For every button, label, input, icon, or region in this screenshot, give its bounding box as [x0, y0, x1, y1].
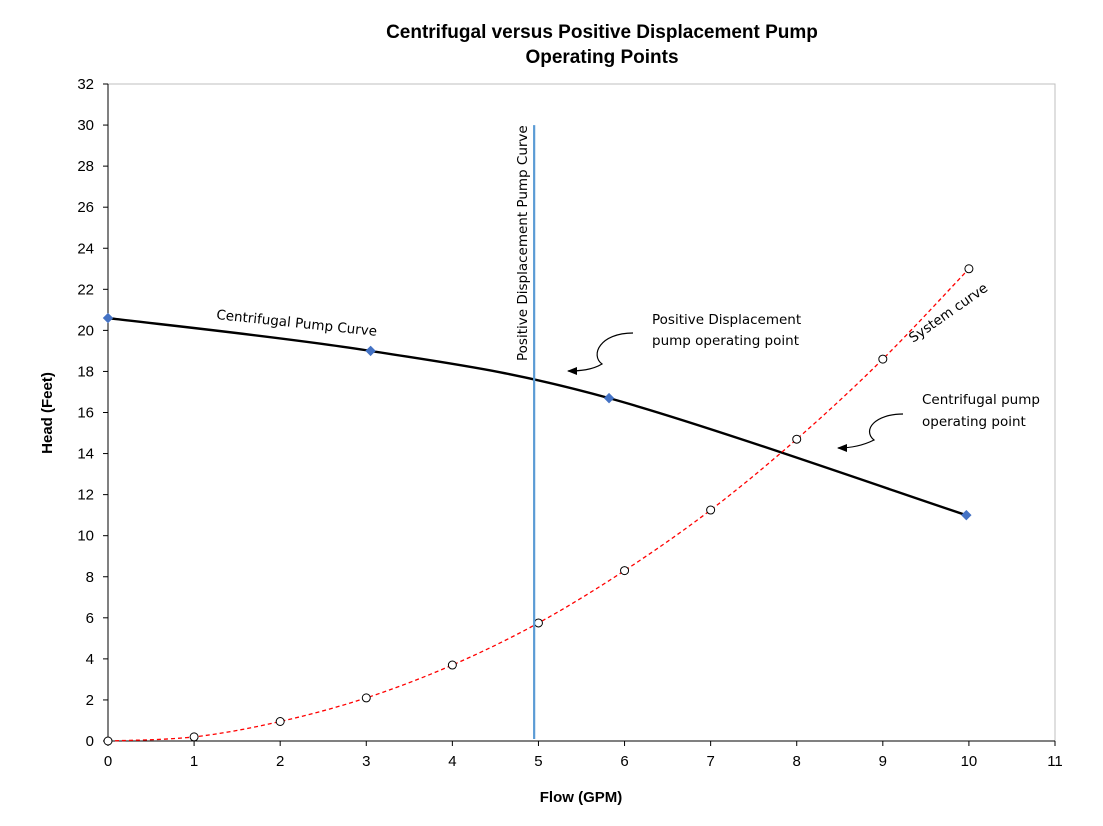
- chart-subtitle: Operating Points: [525, 47, 678, 68]
- centrifugal-data-point: [102, 312, 114, 324]
- y-tick-label: 22: [77, 281, 94, 298]
- cf-operating-point-label-line1: Centrifugal pump: [922, 392, 1040, 408]
- y-tick-label: 24: [77, 240, 94, 257]
- y-tick-label: 26: [77, 199, 94, 216]
- plot-area: [107, 83, 1056, 742]
- pd-curve-label: Positive Displacement Pump Curve: [515, 125, 531, 361]
- y-tick-label: 30: [77, 117, 94, 134]
- y-tick-label: 28: [77, 158, 94, 175]
- x-tick-label: 6: [620, 753, 628, 770]
- system-curve-data-point: [275, 716, 285, 726]
- y-tick-label: 12: [77, 487, 94, 504]
- y-tick-label: 14: [77, 446, 94, 463]
- system-curve-data-point: [189, 732, 199, 742]
- centrifugal-pump-curve-line: [107, 316, 967, 517]
- pd-operating-point-label-line2: pump operating point: [652, 333, 799, 349]
- system-curve-data-point: [964, 264, 974, 274]
- x-tick-label: 2: [276, 753, 284, 770]
- pd-operating-point-arrow: [567, 332, 634, 375]
- y-tick-label: 8: [86, 569, 94, 586]
- x-tick-label: 11: [1047, 753, 1063, 770]
- x-tick-label: 0: [104, 753, 112, 770]
- x-tick-label: 1: [190, 753, 198, 770]
- x-tick-label: 9: [879, 753, 887, 770]
- centrifugal-data-point: [603, 392, 615, 404]
- system-curve-data-point: [706, 505, 716, 515]
- system-curve-data-point: [103, 736, 113, 746]
- y-tick-label: 10: [77, 528, 94, 545]
- y-tick-label: 32: [77, 76, 94, 93]
- system-curve-line: [107, 268, 970, 742]
- centrifugal-curve-label: Centrifugal Pump Curve: [216, 307, 378, 340]
- y-tick-label: 4: [86, 651, 94, 668]
- series-layer: [102, 125, 974, 746]
- cf-operating-point-label-line2: operating point: [922, 414, 1026, 430]
- x-tick-label: 7: [706, 753, 714, 770]
- system-curve-data-point: [447, 660, 457, 670]
- y-axis-title: Head (Feet): [39, 372, 56, 454]
- pd-operating-point-label-line1: Positive Displacement: [652, 312, 801, 328]
- y-tick-label: 2: [86, 692, 94, 709]
- centrifugal-data-point: [961, 509, 972, 521]
- y-tick-label: 16: [77, 405, 94, 422]
- system-curve-data-point: [620, 566, 630, 576]
- system-curve-data-point: [361, 693, 371, 703]
- x-tick-label: 3: [362, 753, 370, 770]
- y-tick-label: 20: [77, 322, 94, 339]
- x-axis-title: Flow (GPM): [540, 789, 623, 806]
- chart-title: Centrifugal versus Positive Displacement…: [386, 22, 818, 43]
- system-curve-data-point: [533, 618, 543, 628]
- cf-operating-point-arrow: [837, 413, 904, 452]
- y-tick-label: 18: [77, 363, 94, 380]
- x-tick-label: 5: [534, 753, 542, 770]
- y-tick-label: 0: [86, 733, 94, 750]
- x-tick-label: 8: [793, 753, 801, 770]
- centrifugal-data-point: [365, 345, 376, 357]
- system-curve-data-point: [878, 354, 888, 364]
- x-tick-label: 4: [448, 753, 456, 770]
- y-tick-label: 6: [86, 610, 94, 627]
- x-tick-label: 10: [961, 753, 978, 770]
- x-axis-ticks: 0 1 2 3 4 5 6 7 8 9 10 11: [104, 741, 1063, 770]
- system-curve-data-point: [792, 434, 802, 444]
